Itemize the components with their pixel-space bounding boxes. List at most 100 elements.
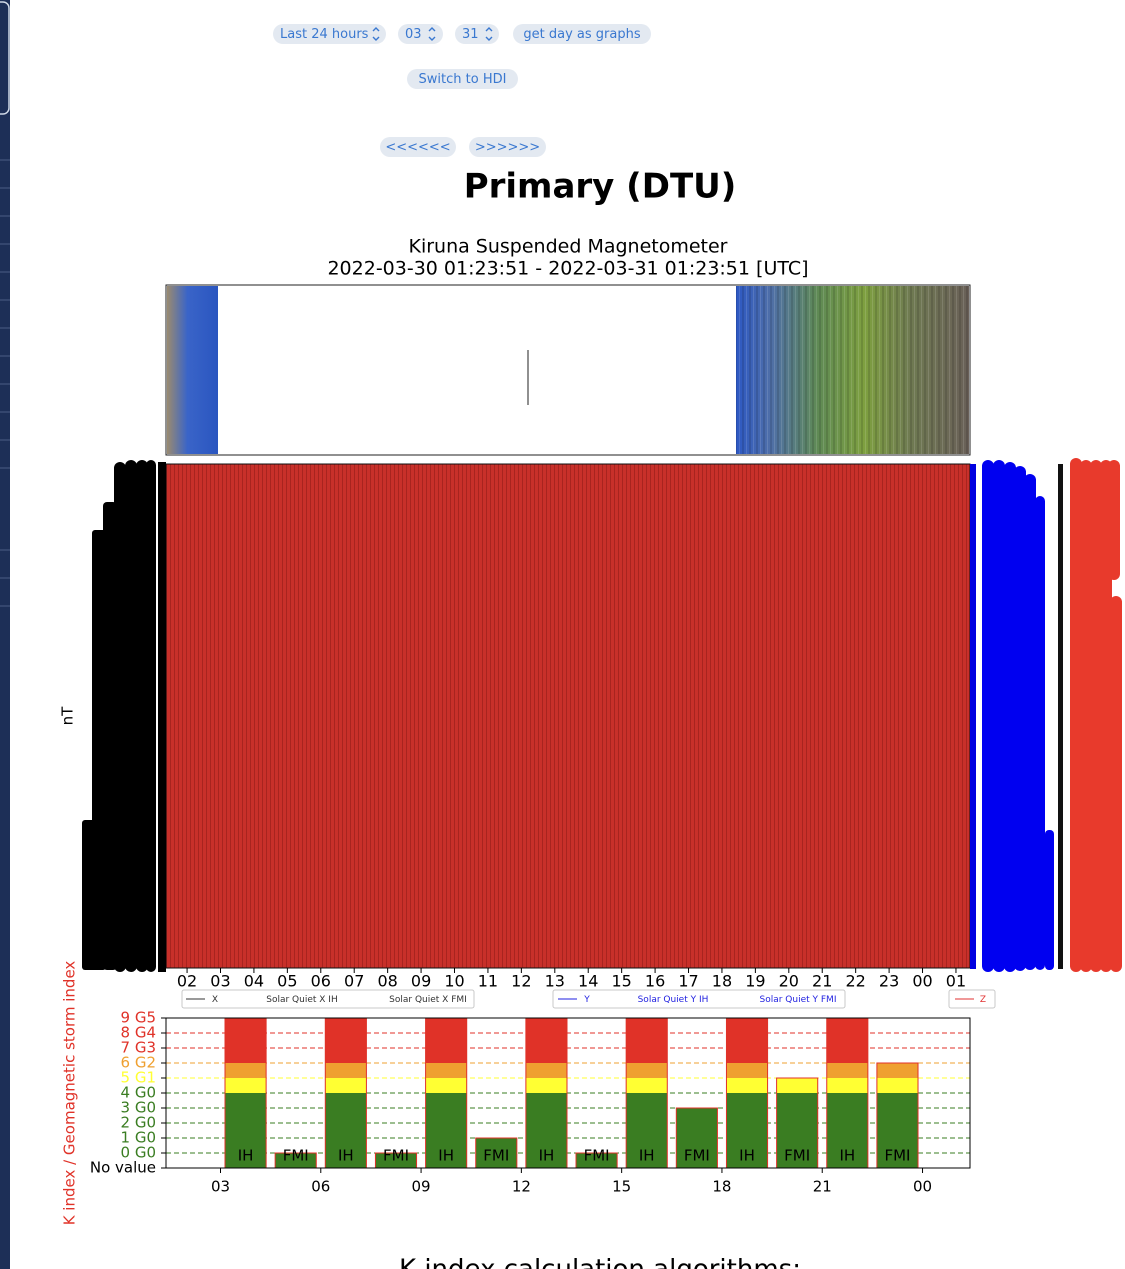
prev-button[interactable]	[380, 137, 456, 157]
bar-segment	[225, 1153, 267, 1168]
legend-label: Solar Quiet X FMI	[389, 995, 467, 1005]
bar-label: FMI	[283, 1147, 309, 1165]
bar-segment	[876, 1093, 919, 1108]
bar-segment	[626, 1153, 668, 1168]
bar-segment	[826, 1063, 868, 1078]
bar-segment	[876, 1138, 919, 1153]
bar-label: IH	[739, 1147, 755, 1165]
next-button[interactable]	[469, 137, 546, 157]
bar-label: IH	[839, 1147, 855, 1165]
bar-segment	[826, 1018, 868, 1033]
x-tick-label: 00	[912, 972, 932, 991]
bar-segment	[826, 1033, 868, 1048]
bar-segment	[726, 1153, 768, 1168]
x-tick-label: 08	[377, 972, 397, 991]
bar-segment	[225, 1093, 267, 1108]
bar-segment	[876, 1078, 919, 1093]
bar-segment	[626, 1048, 668, 1063]
bar-segment	[626, 1063, 668, 1078]
month-select-text: 03	[405, 27, 422, 42]
sidebar-box	[0, 1, 10, 115]
get-day-text: get day as graphs	[523, 27, 640, 42]
x-tick-label: 18	[712, 972, 732, 991]
bar-segment	[425, 1018, 467, 1033]
x-tick-label: 01	[946, 972, 966, 991]
bar	[625, 1017, 668, 1169]
x-tick-label: 21	[813, 1178, 832, 1196]
k-y-axis-label: K index / Geomagnetic storm index	[61, 961, 79, 1226]
bar-segment	[525, 1108, 567, 1123]
bar-segment	[325, 1048, 367, 1063]
y-tick-label: 0 G0	[121, 1144, 156, 1162]
bar	[224, 1017, 267, 1169]
bar-segment	[726, 1018, 768, 1033]
x-tick-label: 18	[712, 1178, 731, 1196]
select-icon	[372, 27, 380, 41]
bar-segment	[525, 1153, 567, 1168]
x-tick-label: 21	[812, 972, 832, 991]
x-tick-label: 12	[512, 1178, 531, 1196]
bar-segment	[826, 1078, 868, 1093]
bar-segment	[225, 1123, 267, 1138]
x-tick-label: 09	[412, 1178, 431, 1196]
bar-segment	[626, 1108, 668, 1123]
bar-segment	[726, 1108, 768, 1123]
switch-text: Switch to HDI	[419, 72, 507, 87]
x-tick-label: 13	[545, 972, 565, 991]
bar-segment	[375, 1153, 417, 1168]
bar-label: IH	[539, 1147, 555, 1165]
y2-axis-artifacts	[970, 458, 1122, 972]
y-tick-label: 9 G5	[121, 1009, 156, 1027]
bar	[675, 1107, 718, 1169]
bar-segment	[425, 1063, 467, 1078]
bar-segment	[726, 1048, 768, 1063]
x-tick-label: 02	[177, 972, 197, 991]
bar-label: IH	[639, 1147, 655, 1165]
y-tick-label: 2 G0	[121, 1114, 156, 1132]
legend-label: Solar Quiet X IH	[266, 995, 337, 1005]
bar-segment	[726, 1033, 768, 1048]
bar-segment	[225, 1078, 267, 1093]
bar-label: FMI	[483, 1147, 509, 1165]
bar-segment	[726, 1078, 768, 1093]
bar-segment	[325, 1108, 367, 1123]
bar-segment	[525, 1018, 567, 1033]
x-tick-label: 10	[444, 972, 464, 991]
y-tick-label: 8 G4	[121, 1024, 156, 1042]
y-tick-label: 1 G0	[121, 1129, 156, 1147]
bar-segment	[425, 1033, 467, 1048]
x-tick-label: 17	[678, 972, 698, 991]
bar-label: FMI	[784, 1147, 810, 1165]
bar-label: FMI	[584, 1147, 610, 1165]
legend-label: Solar Quiet Y FMI	[760, 995, 837, 1005]
y-tick-label: 6 G2	[121, 1054, 156, 1072]
x-tick-label: 11	[478, 972, 498, 991]
chart-title: Kiruna Suspended Magnetometer	[408, 236, 727, 258]
bar-segment	[726, 1063, 768, 1078]
bar-segment	[776, 1123, 818, 1138]
legend-label: Z	[980, 995, 986, 1005]
image-strip	[165, 284, 971, 456]
bar-label: FMI	[383, 1147, 409, 1165]
bar-segment	[425, 1048, 467, 1063]
next-text: >>>>>>	[475, 140, 540, 155]
y-tick-label: 3 G0	[121, 1099, 156, 1117]
bar-segment	[626, 1078, 668, 1093]
get-day-button[interactable]	[513, 24, 651, 44]
select-icon	[485, 27, 493, 41]
legend-label: X	[212, 995, 218, 1005]
switch-button[interactable]	[407, 69, 518, 89]
bar-label: IH	[238, 1147, 254, 1165]
x-tick-label: 15	[611, 972, 631, 991]
bar-segment	[325, 1063, 367, 1078]
bar-segment	[776, 1093, 818, 1108]
range-select[interactable]	[273, 24, 386, 44]
x-tick-label: 05	[277, 972, 297, 991]
plot-area	[165, 463, 971, 969]
bar-segment	[225, 1108, 267, 1123]
y-axis-label: nT	[59, 706, 77, 726]
bar-label: FMI	[684, 1147, 710, 1165]
bar-segment	[325, 1153, 367, 1168]
bar	[826, 1017, 869, 1169]
bar-label: IH	[338, 1147, 354, 1165]
